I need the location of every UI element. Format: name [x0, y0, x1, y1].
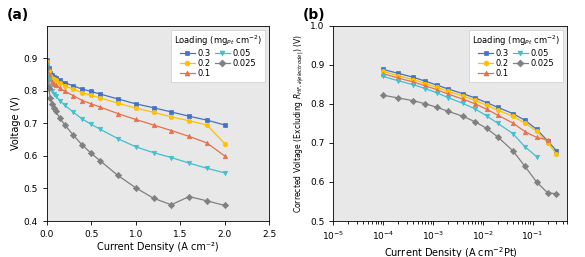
X-axis label: Current Density (A cm$^{-2}$Pt): Current Density (A cm$^{-2}$Pt)	[384, 245, 517, 257]
Y-axis label: Corrected Voltage (Excluding $R_{HF,\partial|electrode|}$) (V): Corrected Voltage (Excluding $R_{HF,\par…	[293, 34, 307, 213]
Y-axis label: Voltage (V): Voltage (V)	[11, 96, 20, 150]
Text: (b): (b)	[303, 8, 326, 22]
Text: (a): (a)	[7, 8, 29, 22]
Legend: 0.3, 0.2, 0.1, 0.05, 0.025: 0.3, 0.2, 0.1, 0.05, 0.025	[171, 30, 265, 82]
Legend: 0.3, 0.2, 0.1, 0.05, 0.025: 0.3, 0.2, 0.1, 0.05, 0.025	[469, 30, 563, 82]
X-axis label: Current Density (A cm⁻²): Current Density (A cm⁻²)	[97, 242, 219, 252]
